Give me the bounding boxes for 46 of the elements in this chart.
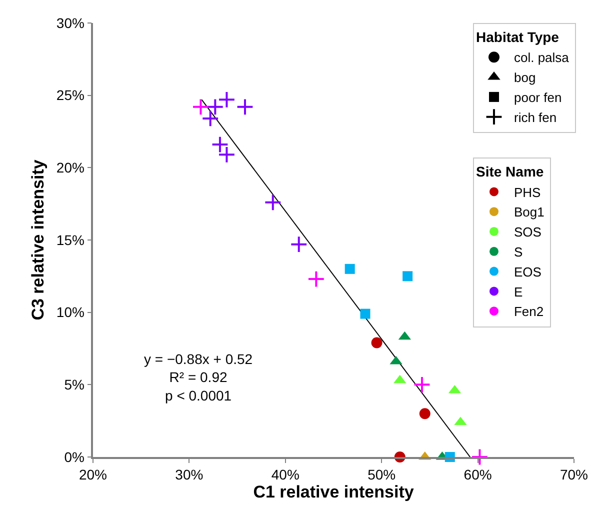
- x-tick-label: 70%: [560, 466, 588, 483]
- x-tick-label: 50%: [368, 466, 396, 483]
- point: [206, 98, 224, 116]
- point: [264, 194, 282, 212]
- y-tick-label: 25%: [56, 87, 84, 104]
- y-tick-label: 20%: [56, 160, 84, 176]
- point: [371, 337, 382, 348]
- point: [218, 90, 236, 108]
- annotation: p < 0.0001: [165, 387, 232, 404]
- point: [419, 408, 430, 420]
- y-axis-title: C3 relative intensity: [28, 159, 48, 320]
- text: Habitat Type: [476, 29, 559, 46]
- text: Site Name: [476, 164, 544, 180]
- x-tick-label: 20%: [78, 466, 108, 483]
- x-tick-label: 60%: [464, 466, 492, 483]
- point: [192, 98, 210, 116]
- legend-label: EOS: [514, 264, 542, 280]
- y-tick-label: 10%: [56, 304, 84, 320]
- legend-label: SOS: [514, 224, 542, 240]
- x-tick-label: 40%: [271, 466, 300, 483]
- point: [344, 264, 355, 274]
- legend-label: Fen2: [514, 304, 544, 320]
- point: [307, 270, 325, 288]
- y-tick-label: 30%: [56, 14, 84, 31]
- x-tick-label: 30%: [175, 466, 204, 483]
- legend-label: PHS: [514, 184, 542, 200]
- legend-label: col. palsa: [514, 50, 570, 66]
- y-tick-label: 15%: [56, 232, 84, 248]
- legend-label: poor fen: [514, 90, 562, 106]
- point: [360, 308, 370, 319]
- point: [413, 376, 431, 394]
- point: [402, 271, 413, 282]
- y-tick-label: 5%: [64, 376, 84, 393]
- legend-label: S: [514, 244, 523, 260]
- annotation: R² = 0.92: [169, 369, 228, 386]
- y-tick-label: 0%: [64, 448, 84, 465]
- point: [236, 98, 254, 116]
- point: [471, 448, 488, 466]
- legend-label: E: [514, 284, 523, 300]
- annotation: y = −0.88x + 0.52: [144, 351, 253, 367]
- legend-label: bog: [514, 70, 536, 86]
- point: [202, 110, 220, 128]
- legend-label: Bog1: [514, 204, 544, 220]
- point: [290, 236, 308, 254]
- legend-label: rich fen: [514, 110, 557, 125]
- x-axis-title: C1 relative intensity: [253, 482, 414, 502]
